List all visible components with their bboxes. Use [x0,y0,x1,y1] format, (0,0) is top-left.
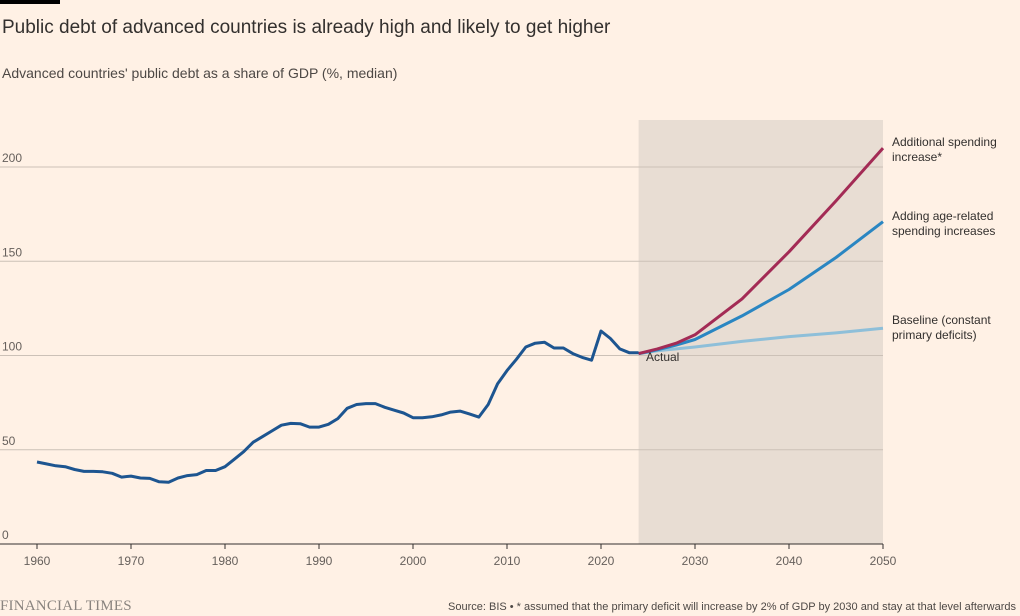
label-age-related: Adding age-related [892,209,993,223]
x-tick-label: 1990 [306,554,333,568]
series-line-0 [36,329,639,484]
source-note: Source: BIS • * assumed that the primary… [448,601,1016,613]
x-tick-label: 2050 [870,554,897,568]
y-tick-label: 50 [2,434,16,448]
label-actual: Actual [646,350,679,364]
series-line-1 [638,147,885,356]
y-tick-label: 100 [2,340,22,354]
x-tick-label: 2010 [494,554,521,568]
label-additional-spending: increase* [892,150,942,164]
x-tick-label: 1960 [24,554,51,568]
x-tick-label: 1980 [212,554,239,568]
ft-logo: FINANCIAL TIMES [0,598,132,614]
y-tick-label: 0 [2,528,9,542]
x-tick-label: 2020 [588,554,615,568]
chart-subtitle: Advanced countries' public debt as a sha… [2,65,398,81]
x-tick-label: 2030 [682,554,709,568]
y-tick-label: 200 [2,151,22,165]
x-tick-label: 1970 [118,554,145,568]
ft-top-bar [0,0,60,4]
label-age-related: spending increases [892,224,995,238]
x-tick-label: 2000 [400,554,427,568]
y-tick-label: 150 [2,245,22,259]
chart-title: Public debt of advanced countries is alr… [2,17,611,38]
label-baseline: primary deficits) [892,328,977,342]
label-additional-spending: Additional spending [892,135,997,149]
x-tick-label: 2040 [776,554,803,568]
label-baseline: Baseline (constant [892,313,991,327]
